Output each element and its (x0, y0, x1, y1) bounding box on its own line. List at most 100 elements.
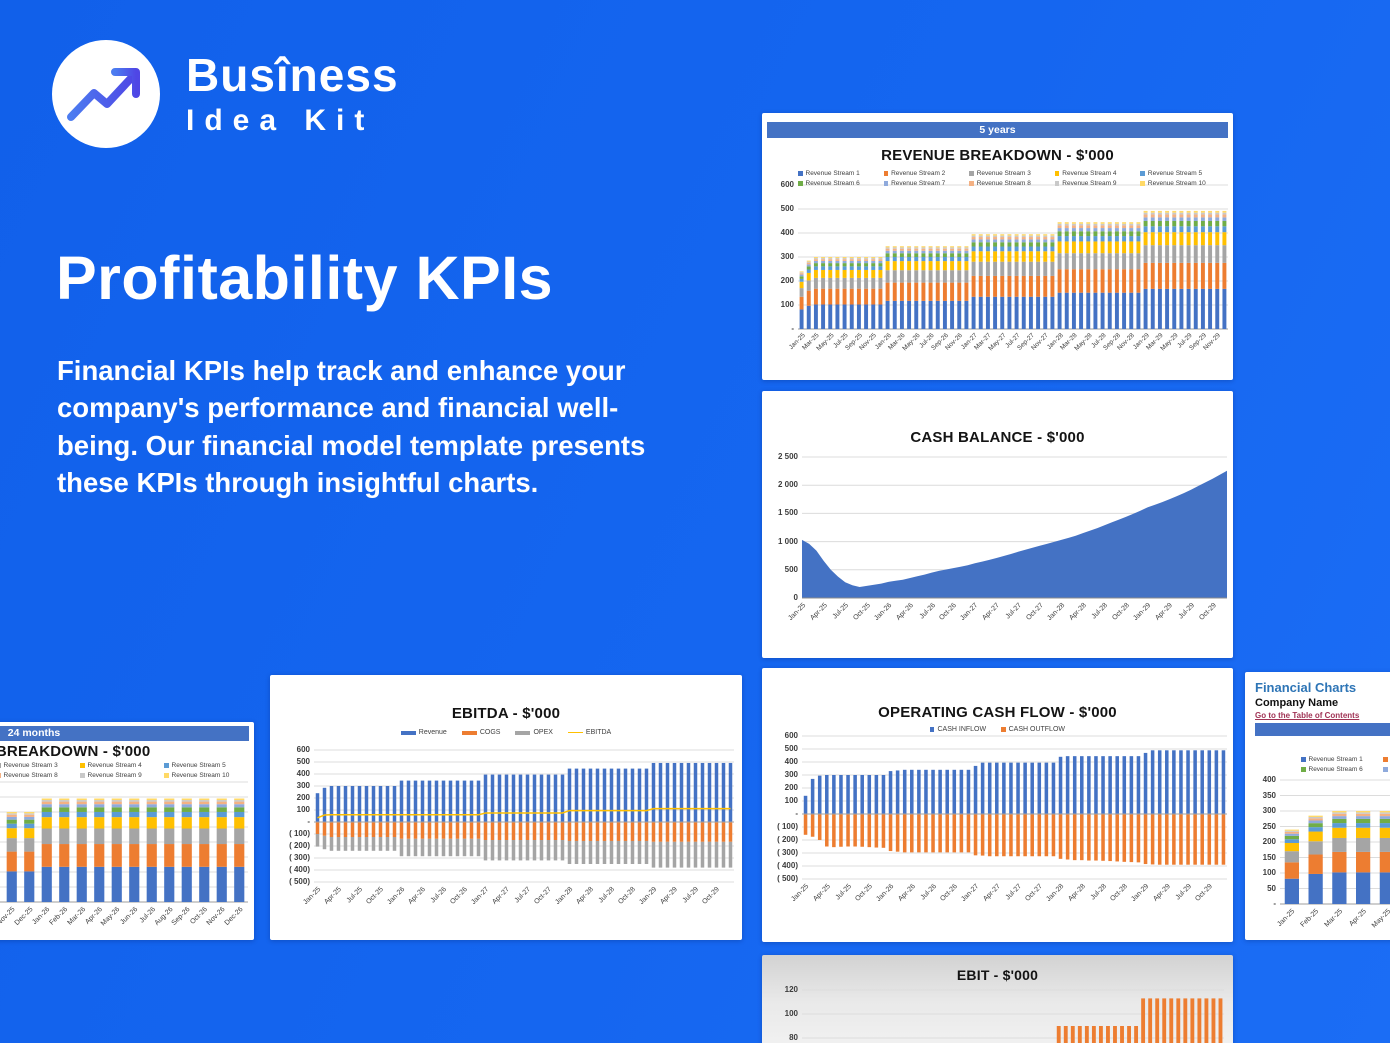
legend-label: Revenue Stream 6 (805, 180, 860, 187)
legend-item: Revenue Stream 9 (1054, 180, 1141, 187)
legend-label: CASH OUTFLOW (1008, 726, 1065, 733)
chart-title: OPERATING CASH FLOW - $'000 (878, 704, 1117, 721)
y-axis-tick-label: ( 100) (777, 822, 798, 831)
x-axis-tick-label: Apr-25 (808, 602, 829, 622)
x-axis-tick-label: Oct-26 (939, 883, 960, 903)
legend-item: Revenue Stream 6 (1301, 766, 1383, 773)
legend-label: Revenue Stream 9 (87, 772, 142, 779)
sheet-title: Financial Charts (1255, 680, 1357, 695)
legend-label: EBITDA (585, 729, 612, 736)
y-axis-tick-label: - (1273, 899, 1276, 908)
chart-title: EBIT - $'000 (956, 967, 1039, 983)
table-of-contents-link[interactable]: Go to the Table of Contents (1255, 711, 1360, 720)
x-axis-tick-label: Apr-27 (491, 886, 512, 906)
legend-item: Revenue Stream 7 (1383, 766, 1390, 773)
x-axis-tick-label: Jan-26 (31, 906, 52, 927)
y-axis-tick-label: 400 (784, 757, 798, 766)
y-axis-tick-label: 500 (784, 564, 798, 574)
legend-label: Revenue Stream 9 (1062, 180, 1117, 187)
y-axis-tick-label: ( 500) (289, 877, 310, 886)
x-axis-tick-label: Oct-25 (365, 886, 386, 906)
y-axis-tick-label: 100 (780, 300, 794, 309)
legend-label: COGS (479, 729, 501, 736)
y-axis-tick-label: 80 (789, 1033, 798, 1042)
legend-label: Revenue Stream 4 (87, 762, 142, 769)
legend-swatch (798, 171, 803, 176)
x-axis-tick-label: Jul-29 (1177, 602, 1196, 621)
revenue-breakdown-24m-card: 24 months REVENUE BREAKDOWN - $'000 4003… (0, 722, 254, 940)
x-axis-tick-label: Jul-27 (1004, 602, 1024, 621)
legend-swatch (567, 731, 583, 734)
y-axis-tick-label: 300 (1262, 806, 1276, 815)
legend-item: Revenue Stream 8 (0, 772, 80, 779)
x-axis-tick-label: Mar-26 (66, 906, 87, 927)
legend-swatch (0, 773, 1, 778)
legend-item: Revenue Stream 2 (883, 170, 970, 177)
x-axis-tick-label: Oct-25 (851, 602, 872, 622)
legend-swatch (1054, 181, 1060, 186)
legend-label: Revenue Stream 2 (891, 170, 946, 177)
ebit-plot-svg (802, 989, 1224, 1043)
page-title: Profitability KPIs (56, 244, 554, 312)
x-axis-tick-label: May-26 (100, 906, 122, 928)
x-axis-tick-label: Apr-26 (895, 602, 916, 622)
x-axis-tick-label: Oct-28 (1109, 883, 1130, 903)
x-axis-tick-label: Oct-29 (1194, 883, 1215, 903)
y-axis-tick-label: ( 200) (289, 841, 310, 850)
y-axis-tick-label: 350 (1262, 790, 1276, 800)
y-axis-tick-label: - (307, 817, 310, 826)
x-axis-tick-label: Jan-27 (960, 883, 981, 904)
period-tag: 5 years (767, 122, 1228, 138)
legend-swatch (1140, 181, 1145, 186)
cash-plot-svg (802, 456, 1227, 599)
legend-item: Revenue Stream 2 (1383, 756, 1390, 763)
y-axis-tick-label: 100 (1262, 868, 1276, 877)
y-axis-tick-label: 2 000 (777, 480, 798, 490)
x-axis-tick-label: Jul-26 (919, 883, 938, 902)
y-axis-tick-label: 250 (1262, 821, 1276, 831)
x-axis-tick-label: Nov-25 (0, 906, 17, 927)
legend-item: Revenue Stream 5 (1140, 170, 1226, 177)
y-axis-tick-label: 1 000 (777, 536, 798, 546)
legend-swatch (1301, 767, 1306, 772)
legend-swatch (1383, 757, 1388, 762)
legend-label: Revenue Stream 3 (976, 170, 1031, 177)
legend-swatch (1054, 171, 1060, 176)
x-axis-tick-label: Jul-25 (834, 883, 853, 902)
y-axis-tick-label: 1 500 (777, 508, 798, 518)
ebit-chart: 12010080Jan-25Apr-25Jul-25Oct-25Jan-26Ap… (762, 955, 1233, 1043)
x-axis-tick-label: Jul-26 (918, 602, 937, 621)
legend-item: CASH OUTFLOW (1001, 726, 1065, 733)
x-axis-tick-label: Aug-26 (153, 906, 175, 927)
chart-title: CASH BALANCE - $'000 (910, 429, 1085, 446)
x-axis-tick-label: Oct-27 (1024, 602, 1045, 622)
y-axis-tick-label: 50 (1267, 883, 1276, 893)
legend-item: Revenue Stream 10 (164, 772, 248, 779)
financial-charts-sheet-card: Financial Charts Company Name Go to the … (1245, 672, 1390, 940)
legend-label: Revenue (418, 729, 447, 736)
x-axis-tick-label: Jan-29 (1132, 602, 1153, 623)
brand-line2: Idea Kit (186, 104, 375, 137)
y-axis-tick-label: - (795, 809, 798, 818)
legend-swatch (164, 773, 169, 778)
ebitda-legend: Revenue COGS OPEX EBITDA (270, 729, 742, 736)
x-axis-tick-label: Jun-26 (119, 906, 140, 927)
x-axis-tick-label: Jan-29 (638, 886, 659, 907)
revenue-breakdown-12m-chart: 400 350 300 250 200 150 100 50 - Jan-25 Feb-25 Mar-… (1245, 672, 1390, 940)
y-axis-tick-label: ( 300) (289, 853, 310, 862)
x-axis-tick-label: Oct-25 (854, 883, 875, 903)
legend-swatch (0, 763, 1, 768)
x-axis-tick-label: Apr-29 (659, 886, 680, 906)
revenue-breakdown-5y-card: 5 years REVENUE BREAKDOWN - $'000 600 500… (762, 113, 1233, 380)
legend-label: CASH INFLOW (937, 726, 987, 733)
legend-label: Revenue Stream 8 (3, 772, 58, 779)
x-axis-tick-label: Jul-25 (831, 602, 851, 621)
brand-logo (52, 40, 160, 148)
x-axis-tick-label: Jan-26 (386, 886, 407, 907)
x-axis-tick-label: Oct-29 (1197, 602, 1218, 622)
legend-item: Revenue Stream 5 (164, 762, 248, 769)
rev24m-plot-svg (0, 781, 248, 903)
legend-label: Revenue Stream 5 (1147, 170, 1203, 177)
y-axis-tick-label: 200 (1262, 837, 1276, 846)
